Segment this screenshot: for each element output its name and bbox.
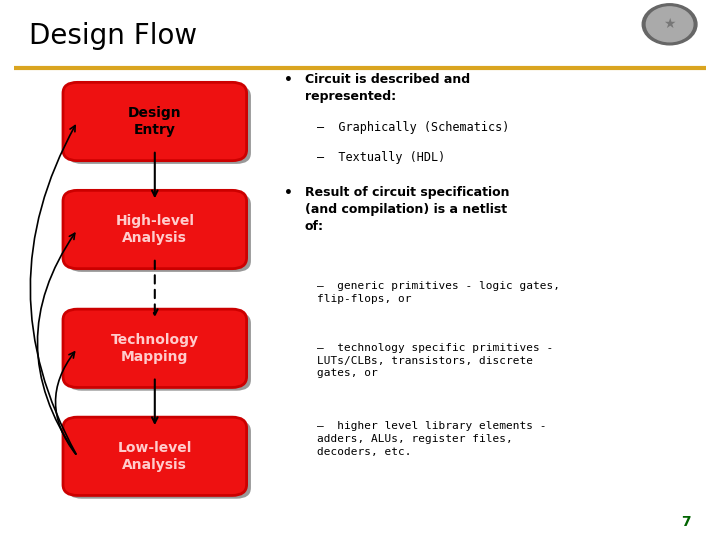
FancyBboxPatch shape (63, 191, 246, 269)
FancyBboxPatch shape (63, 309, 246, 388)
Text: High-level
Analysis: High-level Analysis (115, 214, 194, 245)
FancyBboxPatch shape (68, 420, 251, 499)
Text: Circuit is described and
represented:: Circuit is described and represented: (305, 73, 469, 103)
Text: –  higher level library elements -
adders, ALUs, register files,
decoders, etc.: – higher level library elements - adders… (317, 421, 546, 457)
Circle shape (647, 7, 693, 42)
FancyBboxPatch shape (68, 85, 251, 164)
FancyBboxPatch shape (63, 417, 246, 496)
Text: ★: ★ (663, 17, 676, 31)
Text: –  generic primitives - logic gates,
flip-flops, or: – generic primitives - logic gates, flip… (317, 281, 560, 303)
Text: •: • (284, 186, 293, 200)
Text: 7: 7 (682, 515, 691, 529)
FancyBboxPatch shape (68, 312, 251, 391)
Text: Technology
Mapping: Technology Mapping (111, 333, 199, 364)
FancyBboxPatch shape (68, 194, 251, 272)
Text: Design
Entry: Design Entry (128, 106, 181, 137)
Text: •: • (284, 73, 293, 87)
Text: Low-level
Analysis: Low-level Analysis (117, 441, 192, 472)
Text: –  Textually (HDL): – Textually (HDL) (317, 151, 445, 164)
Text: –  technology specific primitives -
LUTs/CLBs, transistors, discrete
gates, or: – technology specific primitives - LUTs/… (317, 343, 553, 379)
Text: Result of circuit specification
(and compilation) is a netlist
of:: Result of circuit specification (and com… (305, 186, 509, 233)
FancyBboxPatch shape (63, 82, 246, 160)
Text: –  Graphically (Schematics): – Graphically (Schematics) (317, 122, 509, 134)
Circle shape (642, 4, 697, 45)
Text: Design Flow: Design Flow (29, 22, 197, 50)
